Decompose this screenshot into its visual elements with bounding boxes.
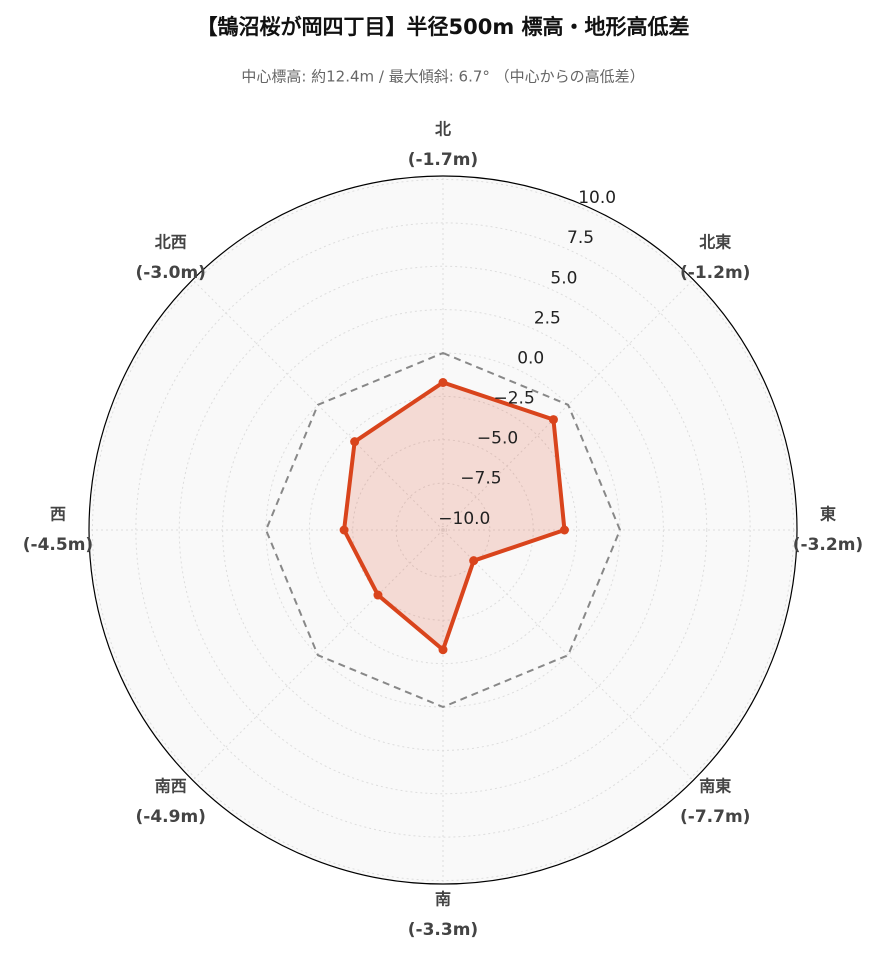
marker <box>559 525 569 535</box>
area <box>344 382 565 650</box>
r-tick-label: 7.5 <box>567 228 594 248</box>
category-label: 北東 <box>699 232 731 251</box>
value-label: (-3.3m) <box>408 920 478 940</box>
r-tick-label: 0.0 <box>517 348 544 368</box>
r-tick-label: 5.0 <box>550 268 577 288</box>
category-label: 北 <box>435 120 451 139</box>
chart-title: 【鵠沼桜が岡四丁目】半径500m 標高・地形高低差 <box>196 15 689 39</box>
value-label: (-3.2m) <box>793 535 863 555</box>
value-label: (-1.2m) <box>680 263 750 283</box>
grid-circle <box>439 526 447 534</box>
category-label: 西 <box>50 505 66 524</box>
category-label: 東 <box>820 505 836 524</box>
r-tick-label: −7.5 <box>460 469 501 489</box>
marker <box>469 556 479 566</box>
grid-spoke <box>442 529 694 781</box>
value-label: (-1.7m) <box>408 150 478 170</box>
marker <box>438 645 448 655</box>
r-tick-label: −2.5 <box>493 389 534 409</box>
category-label: 南東 <box>699 777 731 796</box>
category-label: 北西 <box>155 232 187 251</box>
value-label: (-4.9m) <box>136 807 206 827</box>
outer-circle <box>88 175 798 885</box>
chart-subtitle: 中心標高: 約12.4m / 最大傾斜: 6.7° （中心からの高低差） <box>241 68 644 86</box>
marker <box>548 415 558 425</box>
line <box>265 352 621 708</box>
r-tick-label: 2.5 <box>534 308 561 328</box>
marker <box>373 590 383 600</box>
r-tick-label: 10.0 <box>578 188 616 208</box>
grid-circle <box>178 265 708 795</box>
grid-circle <box>135 222 751 838</box>
r-tick-label: −10.0 <box>438 509 490 529</box>
marker <box>438 378 448 387</box>
marker <box>339 525 349 535</box>
r-tick-label: −5.0 <box>477 429 518 449</box>
marker <box>350 437 360 447</box>
grid-circle <box>308 395 578 665</box>
category-label: 南西 <box>155 777 187 796</box>
value-label: (-3.0m) <box>136 263 206 283</box>
value-label: (-7.7m) <box>680 807 750 827</box>
category-label: 南 <box>435 890 451 909</box>
value-label: (-4.5m) <box>23 535 93 555</box>
